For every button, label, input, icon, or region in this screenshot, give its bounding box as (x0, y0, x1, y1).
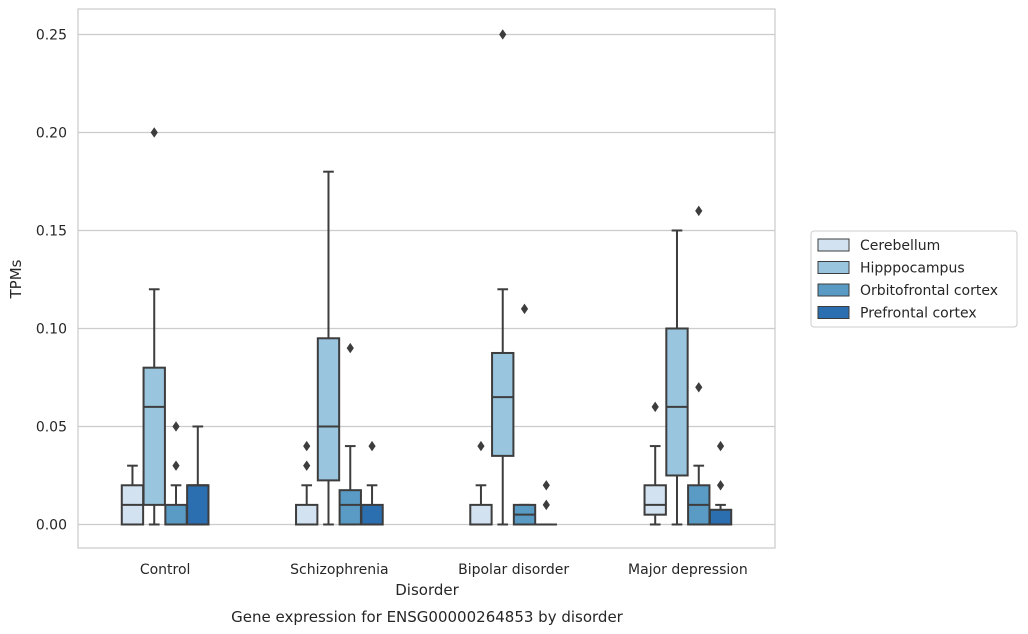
legend-swatch (817, 261, 850, 274)
y-tick-label: 0.00 (36, 517, 67, 533)
box-prefrontal-cortex-bipolar-disorder (535, 480, 557, 526)
outlier-point (150, 127, 158, 138)
box-hipppocampus-schizophrenia (316, 170, 341, 526)
legend-item-cerebellum: Cerebellum (817, 238, 940, 254)
box-cerebellum-major-depression (643, 401, 667, 526)
box-prefrontal-cortex-control (186, 425, 210, 526)
outlier-point (303, 440, 311, 452)
outlier-point (499, 29, 507, 40)
outlier-point (172, 460, 180, 471)
box-hipppocampus-control (142, 127, 166, 526)
y-axis-tick-labels: 0.00 0.05 0.10 0.15 0.20 0.25 (36, 27, 67, 533)
outlier-point (716, 440, 725, 452)
outlier-point (520, 303, 529, 315)
legend-item-hipppocampus: Hipppocampus (817, 261, 965, 277)
box-body (360, 503, 384, 526)
outlier-point (477, 440, 485, 452)
legend-label: Cerebellum (860, 238, 940, 254)
outlier-point (695, 205, 703, 217)
box-hipppocampus-bipolar-disorder (491, 29, 515, 526)
box-body (665, 327, 689, 477)
box-body (164, 503, 188, 526)
box-hipppocampus-major-depression (665, 229, 689, 526)
outlier-point (303, 460, 311, 471)
box-prefrontal-cortex-schizophrenia (360, 440, 384, 526)
x-tick-label: Control (140, 562, 191, 578)
y-tick-label: 0.20 (36, 125, 67, 141)
legend-swatch (817, 306, 850, 319)
legend-label: Hipppocampus (860, 261, 965, 277)
box-orbitofrontal-cortex-control (164, 421, 188, 526)
figure-caption: Gene expression for ENSG00000264853 by d… (231, 608, 624, 626)
y-tick-label: 0.05 (36, 419, 67, 435)
plot-frame (77, 8, 776, 549)
box-body (491, 351, 515, 457)
box-prefrontal-cortex-major-depression (708, 440, 733, 526)
legend-frame (810, 230, 1018, 328)
outlier-point (172, 421, 180, 432)
outlier-point (716, 480, 725, 491)
y-tick-label: 0.10 (36, 321, 67, 337)
box-body (469, 503, 493, 526)
box-cerebellum-control (120, 464, 145, 526)
legend-label: Orbitofrontal cortex (860, 283, 998, 299)
box-body (316, 337, 341, 482)
box-plot-marks (120, 29, 733, 526)
box-orbitofrontal-cortex-bipolar-disorder (512, 303, 537, 526)
legend-item-orbitofrontal-cortex: Orbitofrontal cortex (817, 283, 998, 299)
box-body (295, 503, 319, 526)
y-axis-title: TPMs (7, 259, 25, 299)
box-body (142, 366, 166, 506)
outlier-point (651, 401, 659, 413)
outlier-point (346, 342, 354, 354)
x-axis-title: Disorder (395, 581, 459, 599)
box-orbitofrontal-cortex-schizophrenia (338, 342, 362, 526)
outlier-point (695, 382, 703, 393)
box-cerebellum-bipolar-disorder (469, 440, 493, 526)
y-tick-label: 0.15 (36, 223, 67, 239)
legend-label: Prefrontal cortex (860, 306, 977, 322)
box-orbitofrontal-cortex-major-depression (687, 205, 711, 526)
y-tick-label: 0.25 (36, 27, 67, 43)
x-tick-label: Schizophrenia (290, 562, 388, 578)
x-tick-label: Bipolar disorder (458, 562, 569, 578)
box-cerebellum-schizophrenia (295, 440, 319, 526)
legend-swatch (817, 283, 850, 297)
outlier-point (542, 499, 550, 511)
x-axis-tick-labels: Control Schizophrenia Bipolar disorder Majo… (140, 562, 748, 578)
box-body (338, 489, 362, 526)
box-body (708, 508, 733, 526)
box-body (643, 484, 667, 516)
box-body (186, 484, 210, 526)
legend-item-prefrontal-cortex: Prefrontal cortex (817, 306, 977, 322)
outlier-point (542, 480, 550, 491)
x-tick-label: Major depression (628, 562, 748, 578)
legend-swatch (817, 238, 850, 252)
outlier-point (368, 440, 376, 452)
legend: Cerebellum Hipppocampus Orbitofrontal cort… (810, 230, 1018, 328)
